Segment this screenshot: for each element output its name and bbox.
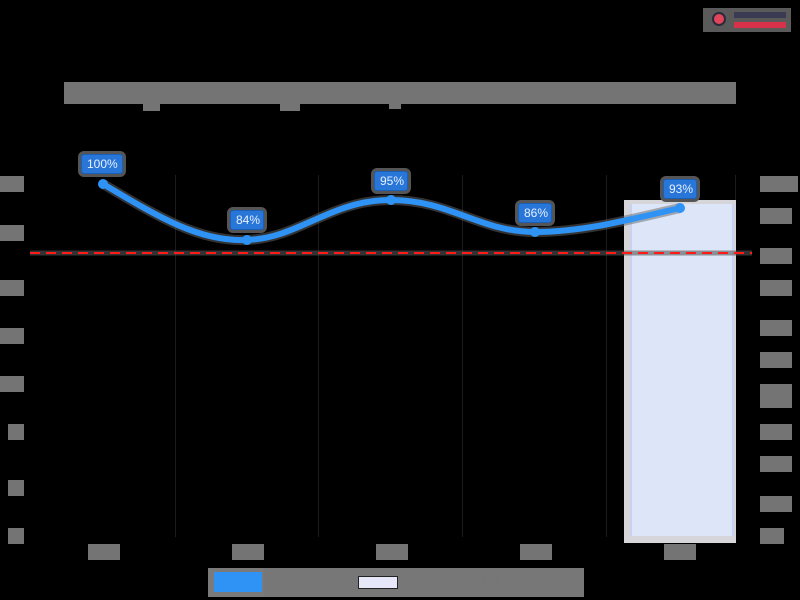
data-label: 84% xyxy=(230,210,264,230)
logo-text-bottom xyxy=(734,22,786,28)
y-right-tick: 200 xyxy=(760,456,792,472)
y-right-tick: 0 xyxy=(760,528,784,544)
data-label: 95% xyxy=(374,171,408,191)
data-label: 86% xyxy=(518,203,552,223)
gridline xyxy=(462,175,463,537)
gridline xyxy=(606,175,607,537)
title-descender xyxy=(389,104,401,109)
x-tick-label: 2019 xyxy=(88,544,120,560)
y-right-tick: 1000 xyxy=(760,176,798,192)
brand-logo xyxy=(703,8,791,32)
y-right-tick: 900 xyxy=(760,208,792,224)
y-right-tick: 700 xyxy=(760,280,792,296)
y-right-tick: 800 xyxy=(760,248,792,264)
legend-label-2: Forecast period highlighted range xyxy=(404,575,568,587)
y-right-tick: 100 xyxy=(760,496,792,512)
title-descender xyxy=(143,104,160,111)
logo-circle-icon xyxy=(712,12,726,26)
y-left-tick: 15 xyxy=(8,480,24,496)
title-descender xyxy=(280,104,300,111)
y-left-tick: 100 xyxy=(0,176,24,192)
data-label: 93% xyxy=(663,179,697,199)
x-tick-label: 2021 xyxy=(376,544,408,560)
legend-swatch-line xyxy=(214,572,262,592)
logo-text-top xyxy=(734,12,786,18)
legend-label-1: Performance rate xyxy=(266,575,351,587)
gridline xyxy=(318,175,319,537)
y-left-tick: 75 xyxy=(0,280,24,296)
chart-title: Quarterly performance rate compared to t… xyxy=(64,82,736,104)
legend-swatch-bar xyxy=(358,576,398,589)
x-tick-label: 2022 xyxy=(520,544,552,560)
x-tick-label: 2023 xyxy=(664,544,696,560)
y-right-tick: 500 xyxy=(760,352,792,368)
y-right-tick: 300 xyxy=(760,424,792,440)
data-label: 100% xyxy=(81,154,123,174)
y-right-tick: 600 xyxy=(760,320,792,336)
y-left-tick: 30 xyxy=(8,424,24,440)
y-left-tick: 60 xyxy=(0,328,24,344)
gridline xyxy=(175,175,176,537)
y-left-tick: 0 xyxy=(8,528,24,544)
y-left-tick: 45 xyxy=(0,376,24,392)
legend: Performance rate Forecast period highlig… xyxy=(208,568,584,597)
x-tick-label: 2020 xyxy=(232,544,264,560)
y-right-tick: 400 xyxy=(760,384,792,408)
forecast-bar xyxy=(630,204,734,536)
y-left-tick: 90 xyxy=(0,225,24,241)
